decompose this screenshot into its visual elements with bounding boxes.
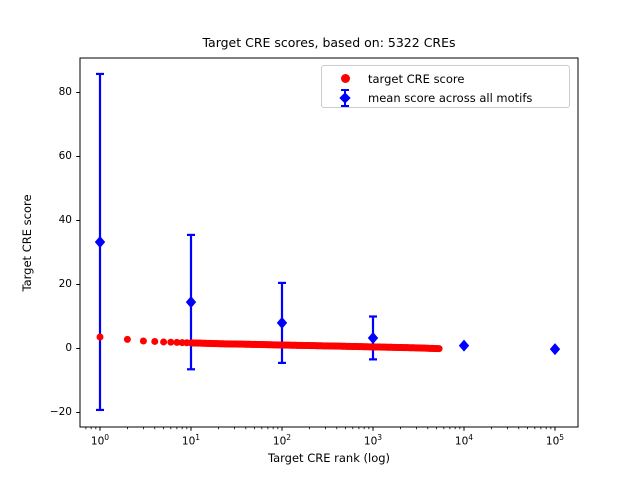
target-score-dot xyxy=(96,333,104,341)
x-tick-label: 103 xyxy=(363,433,383,448)
x-axis-label: Target CRE rank (log) xyxy=(267,451,391,465)
legend-marker-cell xyxy=(322,88,368,107)
target-score-dot xyxy=(435,345,443,353)
target-score-dot xyxy=(160,338,168,346)
legend-marker-cell xyxy=(322,69,368,88)
x-tick-label: 101 xyxy=(181,433,201,448)
mean-score-diamond xyxy=(458,339,470,352)
y-tick-label: 80 xyxy=(58,86,72,98)
y-tick-label: 40 xyxy=(58,214,72,226)
y-axis-label: Target CRE score xyxy=(20,194,34,292)
legend-item-target-score: target CRE score xyxy=(322,69,569,88)
legend: target CRE score mean score across all m… xyxy=(321,65,570,108)
target-score-dot xyxy=(123,335,131,343)
y-tick-label: −20 xyxy=(49,406,72,418)
target-score-dot xyxy=(151,337,159,345)
legend-label-mean-score: mean score across all motifs xyxy=(368,90,533,105)
legend-item-mean-score: mean score across all motifs xyxy=(322,88,569,107)
y-tick-label: 20 xyxy=(58,278,72,290)
chart-title: Target CRE scores, based on: 5322 CREs xyxy=(202,35,456,50)
mean-score-diamond xyxy=(549,343,561,356)
x-tick-label: 102 xyxy=(272,433,292,448)
target-score-dot xyxy=(167,338,175,346)
legend-label-target-score: target CRE score xyxy=(368,71,465,86)
y-tick-label: 0 xyxy=(65,342,72,354)
mean-score-diamond xyxy=(185,296,197,309)
target-score-dot xyxy=(173,338,181,346)
mean-score-diamond xyxy=(276,316,288,329)
x-tick-label: 105 xyxy=(545,433,565,448)
axes-frame xyxy=(79,57,579,428)
blue-diamond-errorbar-icon xyxy=(337,88,353,107)
mean-score-diamond xyxy=(367,331,379,344)
mean-score-diamond xyxy=(94,235,106,248)
x-tick-label: 100 xyxy=(90,433,110,448)
x-tick-label: 104 xyxy=(454,433,474,448)
target-score-dot xyxy=(139,337,147,345)
red-circle-marker-icon xyxy=(340,74,350,83)
y-tick-label: 60 xyxy=(58,150,72,162)
